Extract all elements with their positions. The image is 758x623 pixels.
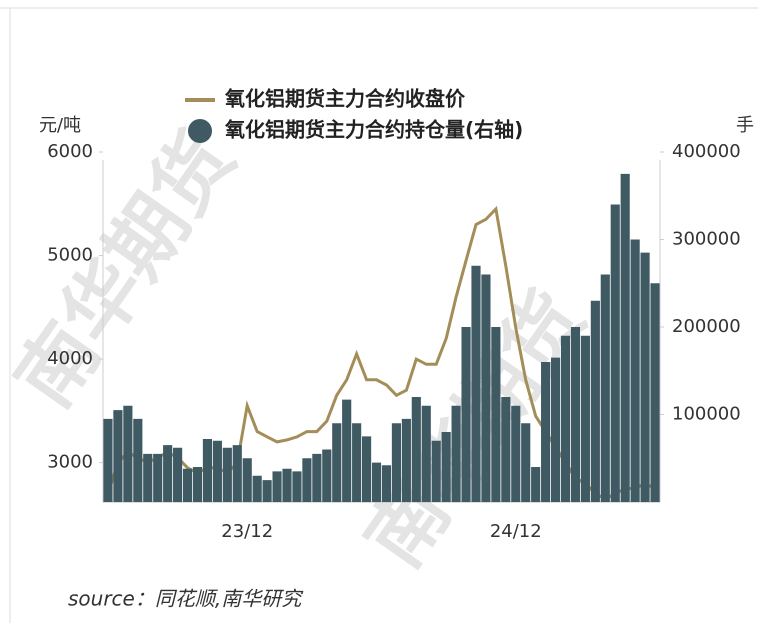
- open-interest-bar: [650, 283, 660, 502]
- open-interest-bar: [580, 335, 590, 502]
- open-interest-bar: [401, 418, 411, 502]
- open-interest-bar: [531, 467, 541, 502]
- y-tick-label: 4000: [47, 348, 93, 369]
- open-interest-bar: [202, 439, 213, 502]
- open-interest-bar: [143, 453, 153, 502]
- open-interest-bar: [441, 432, 451, 502]
- open-interest-bar: [232, 445, 242, 502]
- open-interest-bar: [640, 252, 650, 502]
- y-tick-label: 6000: [47, 141, 93, 162]
- open-interest-bar: [262, 480, 272, 502]
- x-tick-label: 23/12: [221, 521, 273, 542]
- legend-entry: 氧化铝期货主力合约收盘价: [224, 87, 466, 111]
- legend-entry: 氧化铝期货主力合约持仓量(右轴): [224, 118, 523, 142]
- open-interest-bar: [113, 410, 123, 502]
- open-interest-bar: [461, 327, 471, 502]
- open-interest-bar: [451, 405, 461, 502]
- x-tick-label: 24/12: [490, 521, 542, 542]
- source: source：同花顺,南华研究: [68, 587, 304, 611]
- open-interest-bar: [630, 239, 640, 502]
- open-interest-bar: [123, 405, 133, 502]
- open-interest-bar: [103, 418, 113, 502]
- open-interest-bar: [610, 204, 620, 502]
- open-interest-bar: [252, 475, 262, 502]
- open-interest-bar: [431, 440, 441, 502]
- y2-axis-label: 手: [736, 115, 754, 136]
- open-interest-bar: [511, 405, 521, 502]
- y-axis-label: 元/吨: [39, 115, 81, 136]
- y2-tick-label: 400000: [672, 141, 741, 162]
- open-interest-bar: [471, 265, 481, 502]
- open-interest-bar: [173, 447, 183, 502]
- open-interest-bar: [600, 274, 610, 502]
- open-interest-bar: [342, 399, 352, 502]
- open-interest-bar: [421, 405, 431, 502]
- open-interest-bar: [133, 418, 143, 502]
- open-interest-bar: [371, 462, 382, 502]
- y-tick-label: 5000: [47, 245, 93, 266]
- open-interest-bar: [362, 436, 372, 502]
- open-interest-bar: [322, 449, 332, 502]
- open-interest-bar: [272, 471, 282, 502]
- open-interest-bar: [541, 362, 551, 502]
- watermark: 南华期货: [0, 116, 252, 423]
- open-interest-bar: [352, 423, 362, 502]
- open-interest-bar: [391, 423, 401, 502]
- open-interest-bar: [570, 327, 581, 502]
- open-interest-bar: [182, 468, 193, 502]
- open-interest-bar: [501, 397, 511, 502]
- open-interest-bar: [163, 445, 173, 502]
- open-interest-bar: [560, 335, 571, 502]
- open-interest-bar: [381, 465, 392, 502]
- open-interest-bar: [411, 397, 421, 502]
- open-interest-bar: [312, 453, 322, 502]
- open-interest-bar: [153, 453, 163, 502]
- open-interest-bar: [332, 423, 342, 502]
- open-interest-bar: [292, 471, 302, 502]
- open-interest-bar: [302, 458, 312, 502]
- open-interest-bar: [521, 423, 531, 502]
- open-interest-bar: [242, 458, 252, 502]
- open-interest-bar: [222, 447, 232, 502]
- open-interest-bar: [550, 357, 561, 502]
- open-interest-bar: [491, 327, 501, 502]
- open-interest-bar: [590, 300, 600, 502]
- open-interest-bar: [192, 467, 203, 502]
- y2-tick-label: 100000: [672, 404, 741, 425]
- open-interest-bar: [282, 468, 292, 502]
- y-tick-label: 3000: [47, 452, 93, 473]
- open-interest-bar: [212, 440, 222, 502]
- y2-tick-label: 200000: [672, 316, 741, 337]
- y2-tick-label: 300000: [672, 229, 741, 250]
- open-interest-bar: [481, 274, 491, 502]
- open-interest-bar: [620, 173, 630, 502]
- legend-bar-swatch: [188, 119, 212, 143]
